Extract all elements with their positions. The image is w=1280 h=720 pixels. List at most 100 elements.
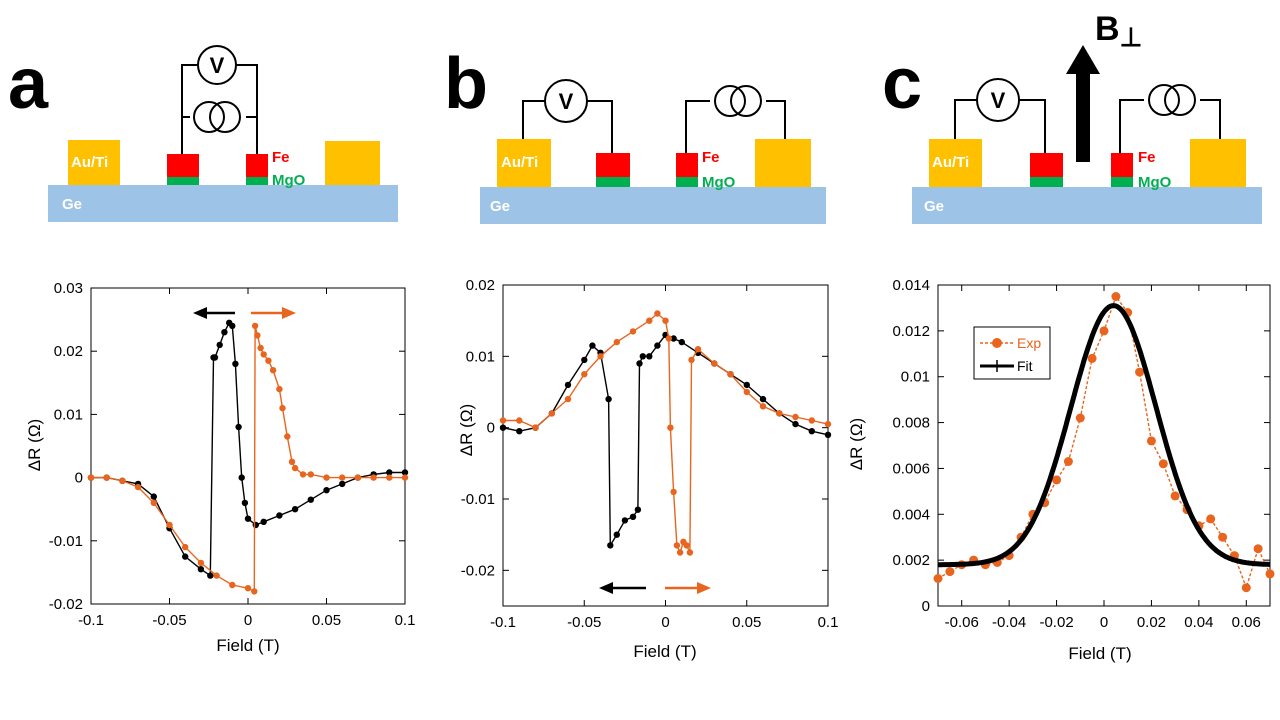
data-point: [792, 413, 799, 421]
current-source-icon: [209, 101, 241, 133]
arrow-sweep-up-a: [251, 307, 296, 319]
au-ti-contact-left: [68, 140, 120, 185]
y-tick-label: 0.02: [466, 277, 495, 294]
y-tick-label: 0.014: [892, 277, 930, 294]
data-point: [743, 381, 750, 389]
data-point: [665, 335, 672, 342]
data-point: [260, 518, 267, 525]
fe-electrode-right: [246, 154, 268, 177]
au-ti-label: Au/Ti: [501, 154, 538, 171]
data-point: [401, 469, 409, 476]
data-point: [252, 521, 259, 529]
data-point: [759, 403, 767, 410]
ge-label: Ge: [490, 198, 510, 215]
data-point: [808, 428, 815, 435]
data-point: [182, 553, 189, 560]
y-tick-label: 0.008: [892, 415, 930, 432]
data-point: [516, 417, 523, 424]
data-point: [1253, 544, 1263, 554]
data-point: [743, 388, 750, 396]
data-point: [605, 395, 612, 403]
fe-electrode-left: [1030, 153, 1063, 177]
data-point: [291, 464, 299, 472]
device-schematic-a: Ge Au/Ti Fe MgO V: [48, 45, 398, 222]
data-point: [265, 357, 272, 364]
x-axis-label-a: Field (T): [216, 636, 279, 655]
data-point: [103, 474, 110, 481]
mgo-label: MgO: [1138, 174, 1172, 191]
x-tick-label: 0.1: [395, 612, 416, 629]
ge-label: Ge: [62, 196, 82, 213]
chart-a: -0.1 -0.05 0 0.05 0.1 -0.02 -0.01 0 0.01 0.02 0.03: [49, 280, 416, 629]
data-point: [945, 567, 955, 577]
data-point: [636, 360, 643, 367]
data-point: [354, 474, 362, 481]
series-sweep-up: [87, 322, 409, 595]
data-point: [548, 410, 555, 417]
x-tick-label: 0: [244, 612, 252, 629]
mgo-barrier-right: [1111, 177, 1133, 187]
data-point: [564, 381, 572, 389]
data-point: [251, 588, 258, 595]
data-point: [629, 513, 637, 520]
data-point: [119, 477, 126, 484]
data-point: [621, 517, 629, 524]
ge-substrate: [480, 187, 826, 224]
field-label: B⊥: [1095, 10, 1142, 52]
x-axis-label-c: Field (T): [1068, 644, 1131, 663]
data-point: [792, 420, 799, 428]
data-point: [683, 542, 690, 549]
data-point: [221, 329, 228, 336]
panel-letter-b: b: [444, 44, 488, 124]
fe-electrode-right: [1111, 153, 1133, 177]
x-tick-label: -0.02: [1039, 614, 1073, 631]
data-point: [634, 506, 642, 513]
mgo-barrier-right: [676, 177, 698, 187]
y-tick-label: 0.02: [54, 343, 83, 360]
data-point: [291, 506, 299, 513]
y-tick-label: 0.03: [54, 280, 83, 297]
data-point: [244, 585, 252, 592]
data-point: [339, 474, 346, 481]
data-point: [662, 317, 669, 324]
data-point: [564, 395, 572, 403]
data-point: [339, 480, 346, 488]
voltmeter-label: V: [991, 88, 1006, 113]
data-point: [229, 581, 236, 589]
y-tick-label: -0.01: [49, 533, 83, 550]
data-point: [299, 471, 307, 478]
x-tick-label: 0.05: [312, 612, 341, 629]
ge-substrate: [48, 185, 398, 222]
data-point: [166, 521, 173, 529]
voltmeter-icon: [197, 45, 237, 85]
data-point: [244, 515, 252, 522]
data-point: [1146, 436, 1156, 446]
y-tick-label: -0.02: [461, 562, 495, 579]
arrow-sweep-down-a: [193, 307, 235, 319]
legend-exp-marker: [992, 338, 1002, 348]
legend-c: Exp Fit: [973, 326, 1051, 380]
x-tick-label: 0.02: [1137, 614, 1166, 631]
y-tick-label: 0: [487, 420, 495, 437]
x-tick-label: -0.05: [567, 614, 601, 631]
data-point: [589, 342, 596, 349]
data-point: [933, 574, 943, 583]
fe-electrode-left: [596, 153, 630, 177]
y-tick-label: 0.01: [466, 348, 495, 365]
x-axis-label-b: Field (T): [633, 642, 696, 661]
y-tick-label: 0.012: [892, 323, 930, 340]
y-tick-label: 0: [75, 470, 83, 487]
au-ti-contact-right: [755, 139, 811, 187]
mgo-barrier-left: [1030, 177, 1063, 187]
fit-line: [938, 303, 1270, 568]
data-point: [87, 474, 95, 481]
x-tick-label: 0: [1100, 614, 1108, 631]
x-tick-label: -0.06: [945, 614, 979, 631]
x-tick-label: 0.04: [1184, 614, 1213, 631]
data-point: [629, 328, 637, 335]
data-point: [808, 417, 815, 424]
au-ti-contact-left: [497, 139, 551, 187]
plot-layer: -0.1 -0.05 0 0.05 0.1 -0.02 -0.01 0 0.01 0.02 0.03…: [49, 277, 1275, 631]
series-line: [503, 312, 829, 555]
